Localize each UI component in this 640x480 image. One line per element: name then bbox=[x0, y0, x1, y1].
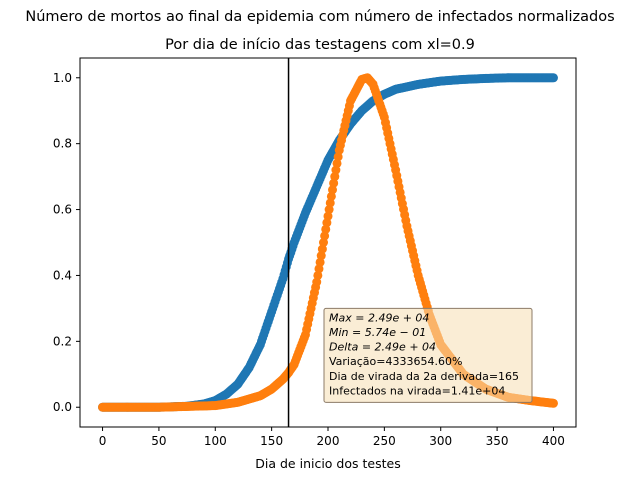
annotation-infected-at-turn: Infectados na virada=1.41e+04 bbox=[329, 384, 505, 397]
y-tick-label: 0.6 bbox=[53, 203, 72, 217]
y-tick-label: 0.0 bbox=[53, 400, 72, 414]
annotation-variation: Variação=4333654.60% bbox=[329, 355, 462, 368]
annotation-max: Max = 2.49e + 04 bbox=[329, 311, 429, 324]
x-tick-label: 100 bbox=[204, 434, 227, 448]
y-tick-label: 0.2 bbox=[53, 334, 72, 348]
x-tick-label: 50 bbox=[151, 434, 166, 448]
series-0-point bbox=[548, 73, 558, 83]
x-tick-label: 350 bbox=[486, 434, 509, 448]
chart-subtitle: Por dia de início das testagens com xl=0… bbox=[165, 37, 475, 53]
x-tick-label: 300 bbox=[429, 434, 452, 448]
series-1-point bbox=[548, 398, 558, 408]
y-tick-label: 0.8 bbox=[53, 137, 72, 151]
x-tick-label: 400 bbox=[542, 434, 565, 448]
stats-annotation-box: Max = 2.49e + 04 Min = 5.74e − 01 Delta … bbox=[323, 307, 533, 403]
annotation-min: Min = 5.74e − 01 bbox=[329, 326, 426, 339]
x-tick-label: 0 bbox=[99, 434, 107, 448]
annotation-delta: Delta = 2.49e + 04 bbox=[329, 341, 436, 354]
x-tick-label: 150 bbox=[260, 434, 283, 448]
chart-title: Número de mortos ao final da epidemia co… bbox=[25, 9, 614, 25]
annotation-box-background bbox=[323, 307, 533, 403]
x-tick-label: 250 bbox=[373, 434, 396, 448]
annotation-turn-day: Dia de virada da 2a derivada=165 bbox=[329, 370, 519, 383]
x-axis-label: Dia de inicio dos testes bbox=[255, 456, 400, 471]
ticks-layer: 0 50 100 150 200 250 300 350 400 0.0 0.2 0.4 0.6 0.8 1… bbox=[53, 71, 565, 448]
x-tick-label: 200 bbox=[317, 434, 340, 448]
y-tick-label: 1.0 bbox=[53, 71, 72, 85]
y-tick-label: 0.4 bbox=[53, 268, 72, 282]
